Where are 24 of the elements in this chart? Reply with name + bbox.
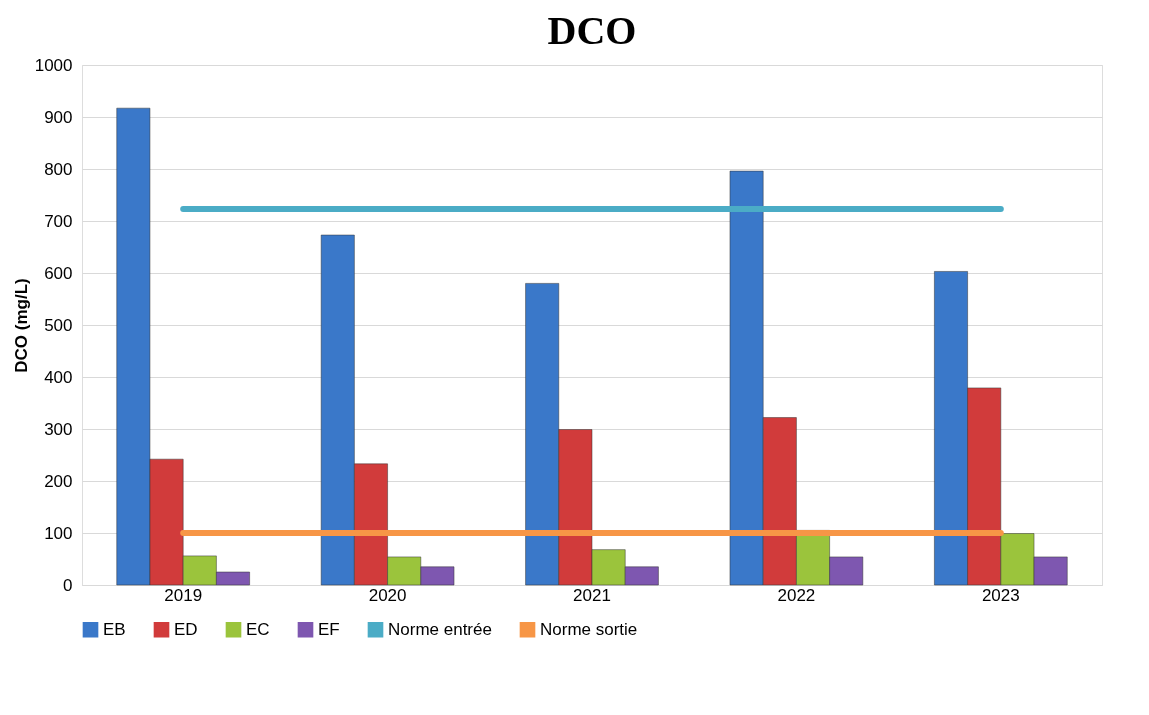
x-tick-label: 2023 <box>981 585 1020 605</box>
y-tick-label: 500 <box>44 315 73 335</box>
y-tick-label: 1000 <box>34 55 73 75</box>
y-axis-title: DCO (mg/L) <box>11 278 31 373</box>
y-tick-label: 400 <box>44 367 73 387</box>
chart-title: DCO <box>547 8 637 53</box>
y-tick-label: 800 <box>44 159 73 179</box>
y-tick-label: 200 <box>44 471 73 491</box>
legend-label: EF <box>318 619 340 639</box>
legend-label: EB <box>103 619 126 639</box>
y-tick-label: 900 <box>44 107 73 127</box>
legend-label: ED <box>174 619 198 639</box>
x-tick-label: 2019 <box>164 585 203 605</box>
y-tick-label: 700 <box>44 211 73 231</box>
legend-label: Norme sortie <box>540 619 638 639</box>
legend-label: EC <box>246 619 270 639</box>
y-tick-label: 600 <box>44 263 73 283</box>
x-tick-label: 2020 <box>368 585 407 605</box>
x-tick-label: 2022 <box>777 585 816 605</box>
legend-label: Norme entrée <box>388 619 492 639</box>
x-tick-label: 2021 <box>573 585 611 605</box>
y-tick-label: 100 <box>44 523 73 543</box>
y-tick-label: 300 <box>44 419 73 439</box>
y-tick-label: 0 <box>63 575 73 595</box>
